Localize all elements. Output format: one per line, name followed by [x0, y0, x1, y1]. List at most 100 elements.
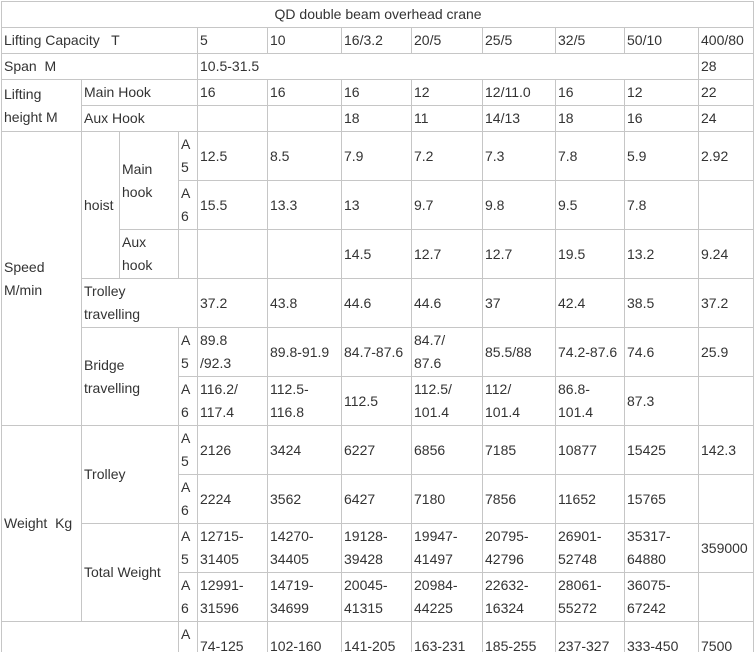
value-cell: 84.7/ 87.6 — [411, 327, 483, 377]
grade-a5-cell: A5 — [178, 327, 198, 377]
value-cell: 10.5-31.5 — [197, 53, 699, 80]
value-cell: 74.2-87.6 — [555, 327, 625, 377]
lifting-height-label: Lifting height M — [1, 79, 82, 132]
empty-cell — [197, 229, 268, 279]
value-cell: 18 — [555, 105, 625, 132]
table-title: QD double beam overhead crane — [0, 1, 754, 28]
value-cell: 24 — [697, 105, 754, 132]
lifting-capacity-label: Lifting Capacity T — [1, 27, 198, 54]
grade-a5-cell: A5 — [178, 131, 198, 181]
value-cell: 19947- 41497 — [411, 523, 483, 573]
value-cell: 18 — [341, 105, 412, 132]
value-cell: 12.7 — [482, 229, 556, 279]
capacity-value-cell: 20/5 — [411, 27, 483, 54]
table-row: Max Wheel Load KNA574-125102-160141-2051… — [1, 621, 754, 652]
table-row: Weight Kg Trolley A5 2126 3424 6227 6856 7185 10… — [1, 425, 754, 622]
table-row: A6 15.5 13.3 13 9.7 9.8 9.5 7.8 — [2, 180, 754, 230]
value-cell: 89.8 /92.3 — [197, 327, 268, 377]
trolley-weight-label: Trolley — [81, 425, 179, 524]
empty-cell — [697, 376, 754, 426]
value-cell: 28 — [697, 53, 754, 80]
total-weight-label: Total Weight — [81, 523, 179, 622]
value-cell: 44.6 — [341, 278, 412, 328]
value-cell: 112.5 — [341, 376, 412, 426]
table-row: A6 2224 3562 6427 7180 7856 11652 15765 — [2, 474, 754, 524]
value-cell: 7500 — [697, 621, 754, 652]
grade-a6-cell: A6 — [178, 376, 198, 426]
value-cell: 6427 — [341, 474, 412, 524]
capacity-value-cell: 16/3.2 — [341, 27, 412, 54]
capacity-value-cell: 50/10 — [624, 27, 699, 54]
value-cell: 19.5 — [555, 229, 625, 279]
value-cell: 14270- 34405 — [267, 523, 342, 573]
value-cell: 112.5- 116.8 — [267, 376, 342, 426]
weight-label: Weight Kg — [1, 425, 82, 622]
value-cell: 43.8 — [267, 278, 342, 328]
value-cell: 9.8 — [482, 180, 556, 230]
grade-a5-cell: A5 — [178, 621, 198, 652]
value-cell: 42.4 — [555, 278, 625, 328]
value-cell: 16 — [555, 79, 625, 106]
aux-hook-label: Aux Hook — [81, 105, 198, 132]
value-cell: 11652 — [555, 474, 625, 524]
capacity-value-cell: 400/80 — [697, 27, 754, 54]
value-cell: 2126 — [197, 425, 268, 475]
value-cell: 9.24 — [697, 229, 754, 279]
value-cell: 7.9 — [341, 131, 412, 181]
grade-a5-cell: A5 — [178, 425, 198, 475]
capacity-value-cell: 5 — [197, 27, 268, 54]
value-cell: 359000 — [697, 523, 754, 573]
value-cell: 74-125 — [197, 621, 268, 652]
capacity-value-cell: 10 — [267, 27, 342, 54]
value-cell: 25.9 — [697, 327, 754, 377]
table-row: QD double beam overhead crane — [0, 1, 754, 28]
value-cell: 112/ 101.4 — [482, 376, 556, 426]
value-cell: 7.8 — [555, 131, 625, 181]
value-cell: 28061- 55272 — [555, 572, 625, 622]
value-cell: 7.8 — [624, 180, 699, 230]
table-row: Total Weight A5 12715- 31405 14270- 34405 19… — [2, 523, 754, 622]
table-row: Span M 10.5-31.5 28 — [1, 53, 754, 80]
value-cell: 7180 — [411, 474, 483, 524]
value-cell: 5.9 — [624, 131, 699, 181]
max-wheel-load-label: Max Wheel Load KN — [1, 621, 179, 652]
grade-a6-cell: A6 — [178, 572, 198, 622]
value-cell: 12.5 — [197, 131, 268, 181]
value-cell: 3424 — [267, 425, 342, 475]
table-row: Trolley travelling 37.2 43.8 44.6 44.6 37 42.4… — [2, 278, 754, 328]
value-cell: 185-255 — [482, 621, 556, 652]
value-cell: 15765 — [624, 474, 699, 524]
value-cell: 102-160 — [267, 621, 342, 652]
value-cell: 3562 — [267, 474, 342, 524]
value-cell: 9.5 — [555, 180, 625, 230]
table-row: Bridge travelling A5 89.8 /92.3 89.8-91.9 84… — [2, 327, 754, 426]
value-cell: 2224 — [197, 474, 268, 524]
empty-cell — [697, 572, 754, 622]
table-row: Lifting Capacity T 5 10 16/3.2 20/5 25/5 32/5 5… — [1, 27, 754, 54]
value-cell: 22 — [697, 79, 754, 106]
value-cell: 9.7 — [411, 180, 483, 230]
empty-cell — [697, 180, 754, 230]
value-cell: 36075- 67242 — [624, 572, 699, 622]
value-cell: 14719- 34699 — [267, 572, 342, 622]
span-label: Span M — [1, 53, 198, 80]
table-row: Speed M/min hoist Main hook A5 12.5 8.5 7.9 7.2… — [1, 131, 754, 426]
value-cell: 14.5 — [341, 229, 412, 279]
empty-cell — [178, 229, 198, 279]
value-cell: 237-327 — [555, 621, 625, 652]
value-cell: 13.3 — [267, 180, 342, 230]
value-cell: 7.2 — [411, 131, 483, 181]
trolley-travelling-label: Trolley travelling — [81, 278, 198, 328]
value-cell: 12.7 — [411, 229, 483, 279]
value-cell: 22632- 16324 — [482, 572, 556, 622]
value-cell: 16 — [197, 79, 268, 106]
table-row: A6 12991- 31596 14719- 34699 20045- 41315 20… — [2, 572, 754, 622]
value-cell: 35317- 64880 — [624, 523, 699, 573]
table-row: Lifting height M Main Hook 16 16 16 12 12/11.0… — [1, 79, 754, 132]
empty-cell — [197, 105, 268, 132]
table-row: Aux Hook 18 11 14/13 18 16 24 — [2, 105, 754, 132]
value-cell: 19128- 39428 — [341, 523, 412, 573]
